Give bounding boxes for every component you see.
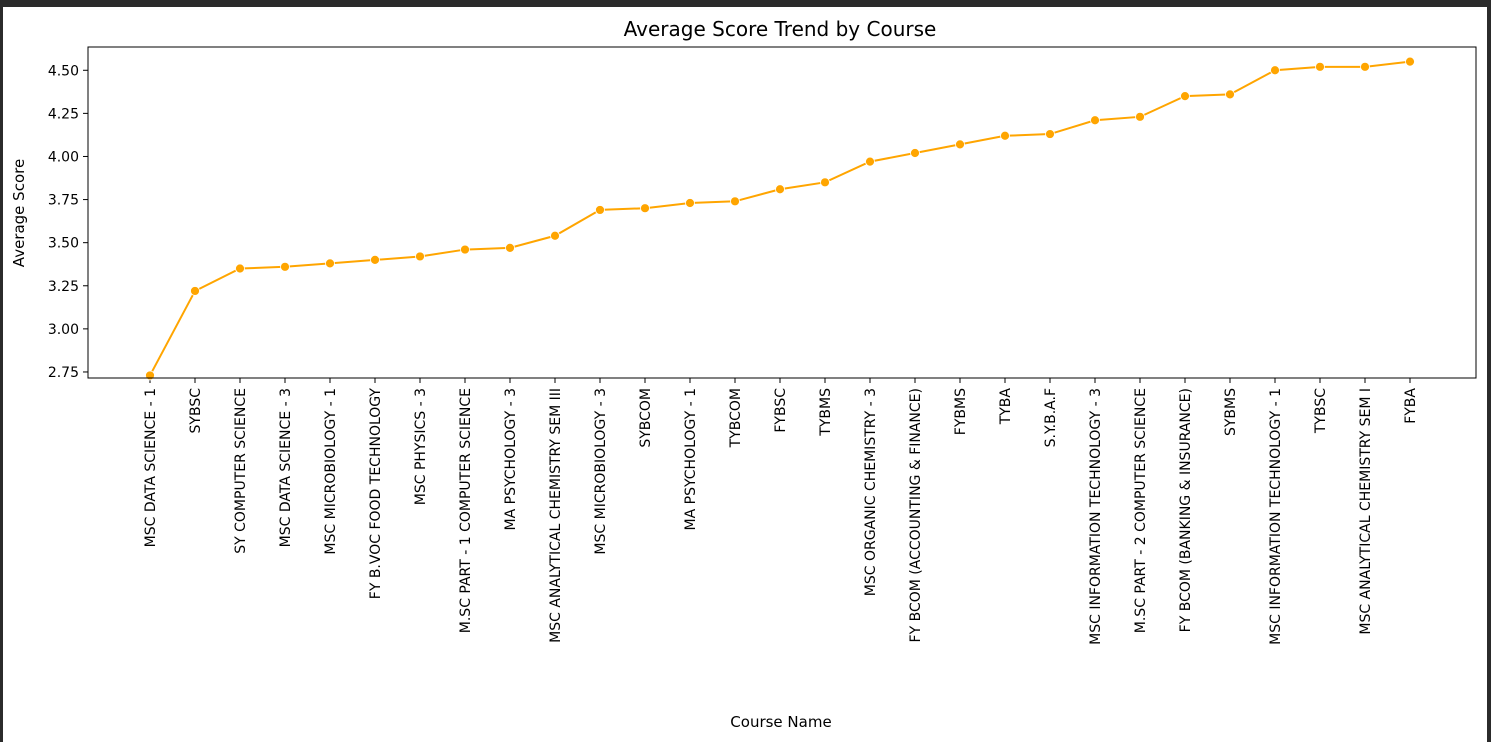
chart-title: Average Score Trend by Course xyxy=(624,17,937,41)
x-tick-label: FYBMS xyxy=(953,388,969,435)
x-tick-label: M.SC PART - 1 COMPUTER SCIENCE xyxy=(458,388,474,633)
data-point xyxy=(1315,61,1325,72)
x-tick-label: SYBSC xyxy=(188,388,204,434)
x-tick-label: MA PSYCHOLOGY - 3 xyxy=(503,388,519,530)
x-tick-label: FY B.VOC FOOD TECHNOLOGY xyxy=(368,388,384,600)
y-tick-label: 3.75 xyxy=(48,193,79,209)
x-tick-label: MSC DATA SCIENCE - 3 xyxy=(278,388,294,547)
y-tick-label: 3.25 xyxy=(48,279,79,295)
y-axis-ticks: 2.75 3.00 3.25 3.50 3.75 4.00 4.25 4.50 xyxy=(48,63,88,381)
data-point xyxy=(415,251,425,262)
data-point xyxy=(820,177,830,188)
x-tick-label: FYBA xyxy=(1403,388,1419,424)
data-point xyxy=(550,230,560,241)
x-tick-label: FY BCOM (ACCOUNTING & FINANCE) xyxy=(908,388,924,642)
window-top-bar xyxy=(0,0,1491,7)
series-line-group xyxy=(145,56,1415,381)
y-tick-label: 4.25 xyxy=(48,106,79,122)
data-point xyxy=(775,184,785,195)
x-tick-label: MSC ANALYTICAL CHEMISTRY SEM I xyxy=(1358,388,1374,635)
data-point xyxy=(235,263,245,274)
data-point xyxy=(1000,130,1010,141)
x-tick-label: MA PSYCHOLOGY - 1 xyxy=(683,388,699,530)
x-tick-label: TYBSC xyxy=(1313,388,1329,434)
data-point xyxy=(865,156,875,167)
y-axis-label: Average Score xyxy=(10,159,28,267)
y-tick-label: 3.50 xyxy=(48,236,79,252)
data-point xyxy=(640,203,650,214)
data-point xyxy=(190,286,200,296)
data-point xyxy=(1360,61,1370,72)
data-point xyxy=(730,196,740,207)
data-point xyxy=(685,198,695,208)
data-point xyxy=(1045,129,1055,139)
x-tick-label: FYBSC xyxy=(773,388,789,433)
x-tick-label: MSC ANALYTICAL CHEMISTRY SEM III xyxy=(548,388,564,643)
x-tick-label: M.SC PART - 2 COMPUTER SCIENCE xyxy=(1133,388,1149,633)
y-tick-label: 3.00 xyxy=(48,322,79,338)
x-tick-label: SYBCOM xyxy=(638,388,654,448)
x-tick-label: TYBA xyxy=(998,388,1014,426)
window-right-edge xyxy=(1487,0,1491,742)
x-tick-label: TYBMS xyxy=(818,388,834,437)
data-point xyxy=(1090,115,1100,126)
x-axis-ticks: MSC DATA SCIENCE - 1 SYBSC SY COMPUTER SCI… xyxy=(143,378,1419,645)
x-tick-label: SYBMS xyxy=(1223,388,1239,436)
data-point xyxy=(1135,111,1145,122)
data-point xyxy=(325,258,335,269)
data-point xyxy=(1225,89,1235,100)
window-left-edge xyxy=(0,0,3,742)
data-point xyxy=(910,148,920,158)
data-point xyxy=(145,370,155,381)
x-tick-label: FY BCOM (BANKING & INSURANCE) xyxy=(1178,388,1194,632)
data-point xyxy=(505,242,515,253)
x-tick-label: S.Y.B.A.F xyxy=(1043,388,1059,447)
x-tick-label: SY COMPUTER SCIENCE xyxy=(233,388,249,554)
data-point xyxy=(955,139,965,150)
x-tick-label: MSC ORGANIC CHEMISTRY - 3 xyxy=(863,388,879,596)
data-point xyxy=(1180,91,1190,102)
data-point xyxy=(370,255,380,265)
y-tick-label: 4.00 xyxy=(48,149,79,165)
data-point xyxy=(1405,56,1415,67)
series-line xyxy=(149,60,1411,376)
y-tick-label: 2.75 xyxy=(48,365,79,381)
x-tick-label: MSC PHYSICS - 3 xyxy=(413,388,429,505)
y-tick-label: 4.50 xyxy=(48,63,79,79)
x-axis-label: Course Name xyxy=(730,713,831,731)
x-tick-label: TYBCOM xyxy=(728,388,744,448)
x-tick-label: MSC MICROBIOLOGY - 1 xyxy=(323,388,339,555)
plot-area-frame xyxy=(87,46,1477,379)
data-point xyxy=(1270,65,1280,76)
x-tick-label: MSC MICROBIOLOGY - 3 xyxy=(593,388,609,555)
data-point xyxy=(595,205,605,215)
x-tick-label: MSC INFORMATION TECHNOLOGY - 3 xyxy=(1088,388,1104,645)
data-point xyxy=(460,244,470,255)
data-point xyxy=(280,261,290,272)
x-tick-label: MSC DATA SCIENCE - 1 xyxy=(143,388,159,547)
x-tick-label: MSC INFORMATION TECHNOLOGY - 1 xyxy=(1268,388,1284,645)
